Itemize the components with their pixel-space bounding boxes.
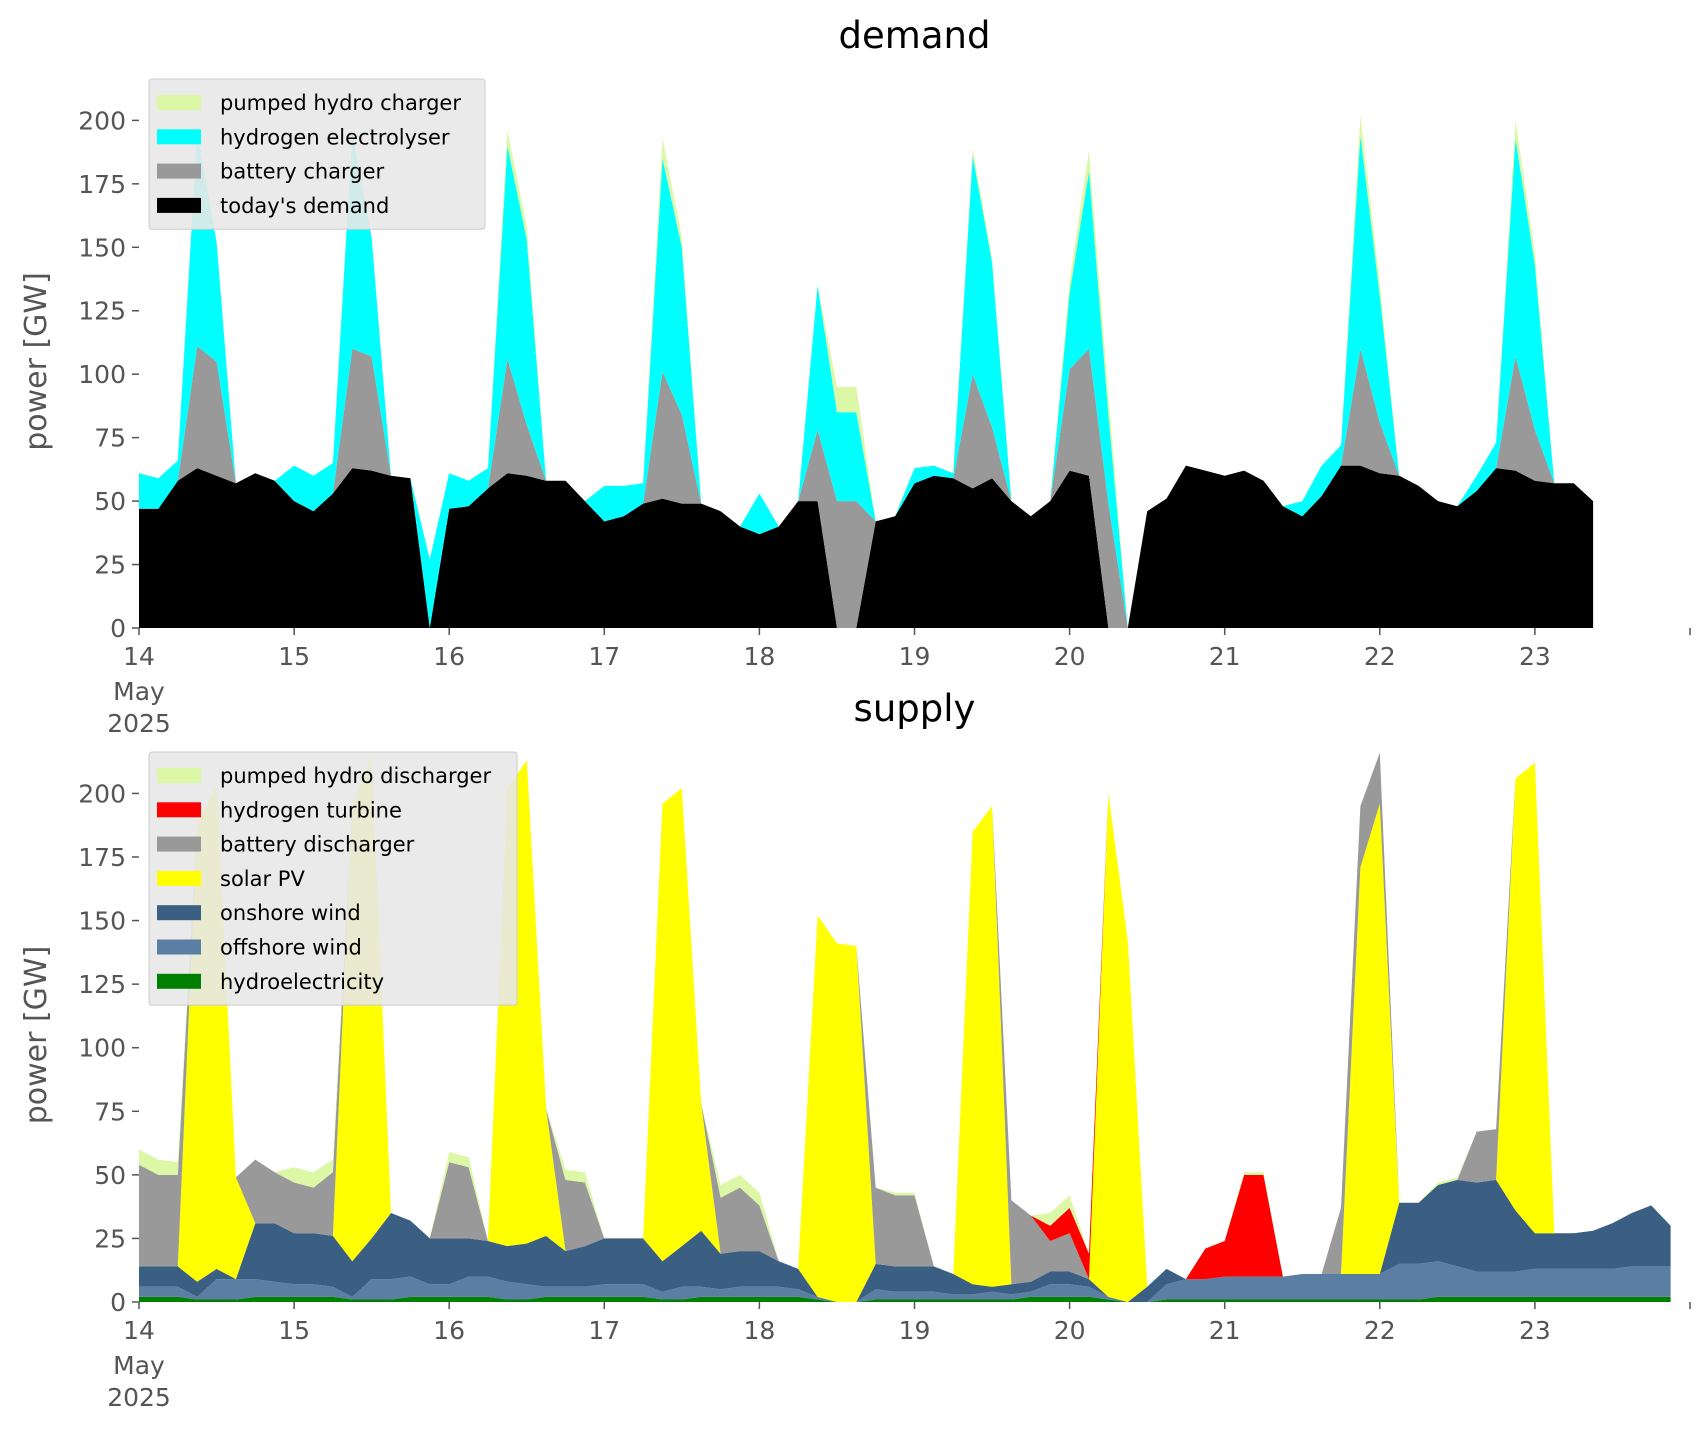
legend-swatch-today-s-demand (157, 197, 201, 213)
y-axis-label: power [GW] (19, 272, 54, 451)
x-tick-label: 19 (899, 1316, 931, 1345)
legend-swatch-battery-charger (157, 163, 201, 179)
y-tick-label: 0 (110, 614, 126, 643)
x-tick-label: 23 (1519, 642, 1551, 671)
demand-panel: demand 0 25 50 75 100 125 150 175 200 power [GW] 14… (19, 14, 1691, 738)
x-tick-sublabel: May (113, 677, 165, 706)
legend-swatch-hydroelectricity (157, 973, 201, 989)
x-tick-label: 15 (278, 642, 310, 671)
legend-swatch-offshore-wind (157, 939, 201, 955)
series-area-offshore-wind (139, 1261, 1671, 1302)
y-tick-label: 200 (78, 779, 126, 808)
legend-swatch-pumped-hydro-charger (157, 95, 201, 110)
legend-swatch-solar-pv (157, 870, 201, 886)
y-tick-label: 75 (94, 1097, 126, 1126)
legend-label-battery-discharger: battery discharger (220, 833, 415, 857)
y-axis: 0 25 50 75 100 125 150 175 200 power [GW] (19, 106, 139, 643)
x-tick-sublabel: May (113, 1351, 165, 1380)
x-tick-label: 21 (1209, 642, 1241, 671)
series-area-hydroelectricity (139, 1296, 1671, 1302)
x-tick-label: 22 (1364, 1316, 1396, 1345)
series-area-onshore-wind (139, 1179, 1671, 1302)
series-area-solar-pv (139, 755, 1671, 1302)
y-tick-label: 175 (78, 843, 126, 872)
y-tick-label: 150 (78, 233, 126, 262)
x-tick-label: 20 (1054, 642, 1086, 671)
x-tick-label: 22 (1364, 642, 1396, 671)
y-tick-label: 25 (94, 1224, 126, 1253)
x-tick-label: 15 (278, 1316, 310, 1345)
y-tick-label: 100 (78, 360, 126, 389)
supply-panel: supply 0 25 50 75 100 125 150 175 200 power [GW] 14… (19, 687, 1691, 1412)
plot-area (139, 752, 1671, 1302)
x-tick-label: 17 (588, 1316, 620, 1345)
legend-swatch-battery-discharger (157, 836, 201, 852)
legend-swatch-hydrogen-electrolyser (157, 129, 201, 145)
y-tick-label: 50 (94, 1161, 126, 1190)
y-axis: 0 25 50 75 100 125 150 175 200 power [GW] (19, 779, 139, 1317)
x-axis: 14 May 2025 15 16 17 18 19 20 21 22 23 (107, 628, 1691, 738)
legend-label-hydroelectricity: hydroelectricity (220, 970, 384, 994)
legend-swatch-onshore-wind (157, 905, 201, 921)
chart-title: demand (839, 14, 991, 57)
y-axis-label: power [GW] (19, 946, 54, 1125)
x-tick-label: 18 (743, 642, 775, 671)
y-tick-label: 75 (94, 424, 126, 453)
x-tick-label: 23 (1519, 1316, 1551, 1345)
x-tick-sublabel: 2025 (107, 709, 171, 738)
legend-label-battery-charger: battery charger (220, 160, 385, 184)
legend-label-solar-pv: solar PV (220, 867, 305, 891)
legend-label-pumped-hydro-charger: pumped hydro charger (220, 91, 461, 115)
y-tick-label: 125 (78, 297, 126, 326)
x-tick-label: 21 (1209, 1316, 1241, 1345)
y-tick-label: 125 (78, 970, 126, 999)
series-area-today-s-demand (139, 465, 1594, 628)
y-tick-label: 150 (78, 907, 126, 936)
legend: pumped hydro discharger hydrogen turbine b… (148, 751, 518, 1006)
legend-swatch-pumped-hydro-discharger (157, 768, 201, 783)
legend-label-offshore-wind: offshore wind (220, 936, 362, 960)
x-tick-sublabel: 2025 (107, 1383, 171, 1412)
legend-label-hydrogen-electrolyser: hydrogen electrolyser (220, 125, 450, 149)
x-tick-label: 14 (123, 1316, 155, 1345)
x-tick-label: 20 (1054, 1316, 1086, 1345)
plot-area (139, 115, 1594, 629)
legend: pumped hydro charger hydrogen electrolyse… (148, 78, 486, 230)
series-area-battery-charger (139, 346, 1594, 628)
legend-box (148, 751, 518, 1006)
x-tick-label: 18 (743, 1316, 775, 1345)
y-tick-label: 175 (78, 170, 126, 199)
x-tick-label: 16 (433, 642, 465, 671)
legend-label-pumped-hydro-discharger: pumped hydro discharger (220, 764, 491, 788)
x-tick-label: 17 (588, 642, 620, 671)
legend-box (148, 78, 486, 230)
legend-label-today-s-demand: today's demand (220, 194, 389, 218)
x-tick-label: 16 (433, 1316, 465, 1345)
y-tick-label: 0 (110, 1288, 126, 1317)
legend-swatch-hydrogen-turbine (157, 802, 201, 818)
x-tick-label: 19 (899, 642, 931, 671)
y-tick-label: 200 (78, 106, 126, 135)
legend-label-hydrogen-turbine: hydrogen turbine (220, 798, 402, 822)
y-tick-label: 100 (78, 1034, 126, 1063)
y-tick-label: 25 (94, 551, 126, 580)
y-tick-label: 50 (94, 487, 126, 516)
chart-title: supply (854, 687, 976, 730)
series-area-hydrogen-electrolyser (139, 133, 1594, 628)
x-axis: 14 May 2025 15 16 17 18 19 20 21 22 23 (107, 1302, 1691, 1412)
legend-label-onshore-wind: onshore wind (220, 901, 361, 925)
x-tick-label: 14 (123, 642, 155, 671)
